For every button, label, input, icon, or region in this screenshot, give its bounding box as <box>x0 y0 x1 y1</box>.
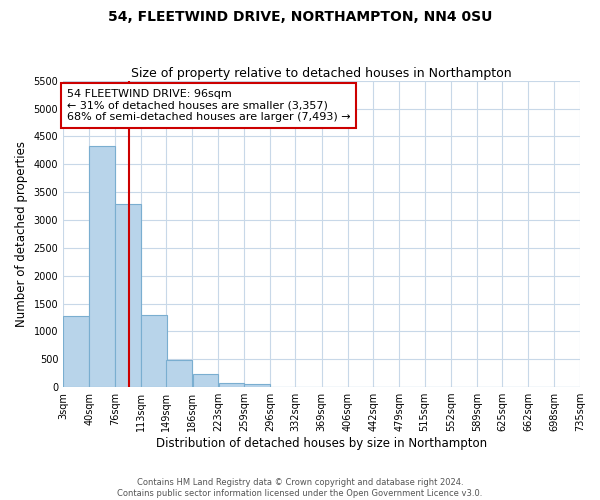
Bar <box>89 146 115 387</box>
Text: 54, FLEETWIND DRIVE, NORTHAMPTON, NN4 0SU: 54, FLEETWIND DRIVE, NORTHAMPTON, NN4 0S… <box>108 10 492 24</box>
Bar <box>244 384 270 387</box>
Bar <box>218 383 244 387</box>
Bar <box>115 204 140 387</box>
Bar <box>166 360 192 387</box>
Title: Size of property relative to detached houses in Northampton: Size of property relative to detached ho… <box>131 66 512 80</box>
Bar <box>193 374 218 387</box>
X-axis label: Distribution of detached houses by size in Northampton: Distribution of detached houses by size … <box>156 437 487 450</box>
Bar <box>141 315 167 387</box>
Text: Contains HM Land Registry data © Crown copyright and database right 2024.
Contai: Contains HM Land Registry data © Crown c… <box>118 478 482 498</box>
Y-axis label: Number of detached properties: Number of detached properties <box>15 141 28 327</box>
Bar <box>64 316 89 387</box>
Text: 54 FLEETWIND DRIVE: 96sqm
← 31% of detached houses are smaller (3,357)
68% of se: 54 FLEETWIND DRIVE: 96sqm ← 31% of detac… <box>67 89 350 122</box>
